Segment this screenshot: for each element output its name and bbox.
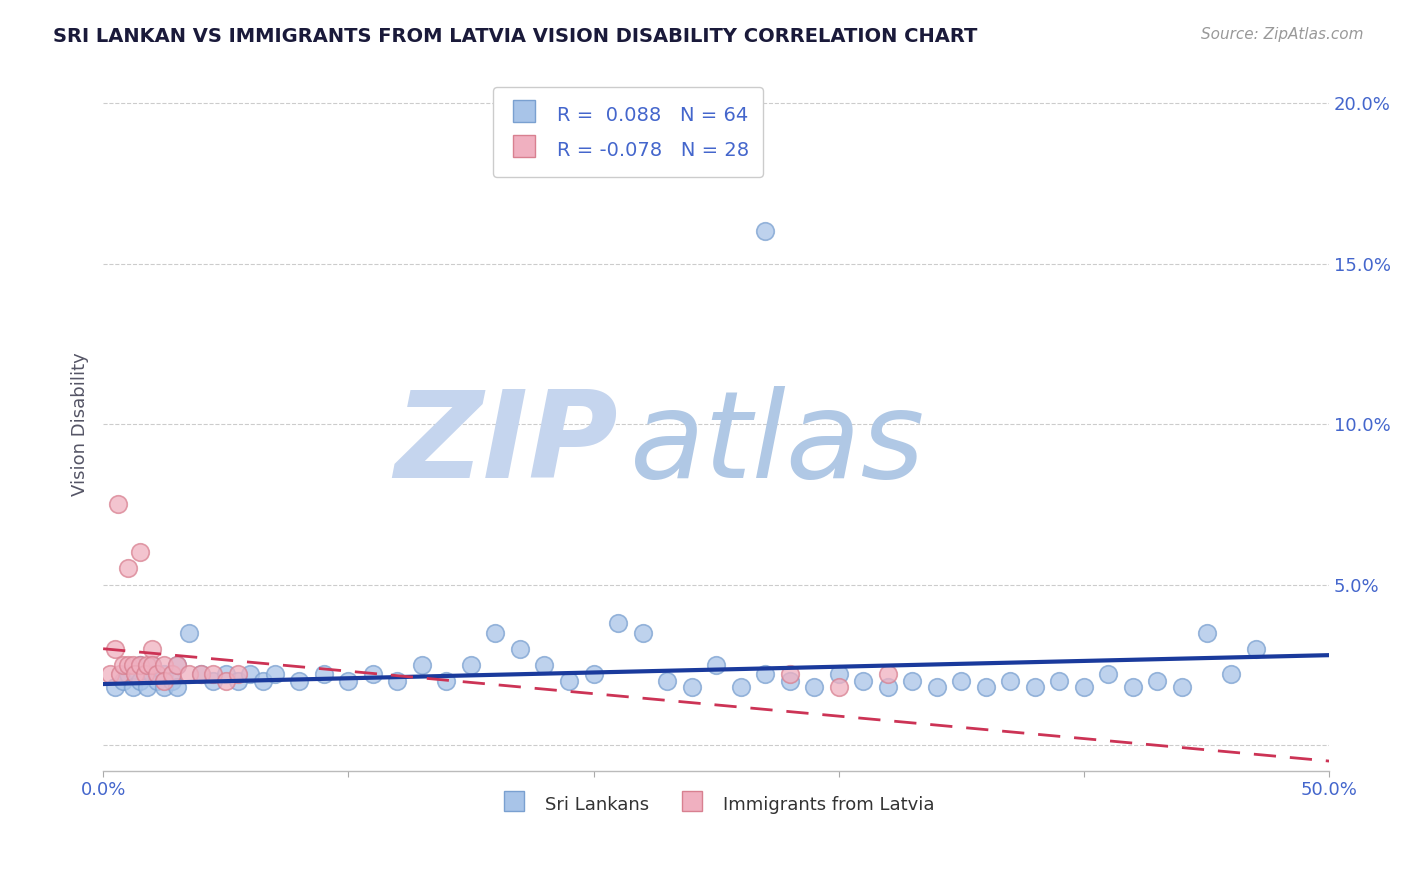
- Point: [950, 673, 973, 688]
- Text: ZIP: ZIP: [394, 386, 619, 503]
- Point: [129, 545, 152, 559]
- Text: atlas: atlas: [630, 386, 925, 503]
- Point: [202, 667, 225, 681]
- Point: [730, 680, 752, 694]
- Y-axis label: Vision Disability: Vision Disability: [72, 352, 89, 496]
- Point: [129, 673, 152, 688]
- Point: [681, 680, 703, 694]
- Point: [779, 673, 801, 688]
- Point: [110, 667, 132, 681]
- Point: [177, 667, 200, 681]
- Point: [146, 667, 169, 681]
- Point: [141, 641, 163, 656]
- Point: [104, 641, 127, 656]
- Point: [202, 673, 225, 688]
- Point: [107, 497, 129, 511]
- Point: [509, 641, 531, 656]
- Point: [582, 667, 605, 681]
- Point: [129, 657, 152, 672]
- Legend: Sri Lankans, Immigrants from Latvia: Sri Lankans, Immigrants from Latvia: [491, 784, 942, 824]
- Point: [134, 667, 156, 681]
- Point: [177, 625, 200, 640]
- Point: [190, 667, 212, 681]
- Point: [141, 657, 163, 672]
- Point: [361, 667, 384, 681]
- Point: [436, 673, 458, 688]
- Point: [160, 673, 183, 688]
- Point: [129, 657, 152, 672]
- Point: [607, 615, 630, 630]
- Point: [828, 680, 851, 694]
- Point: [215, 667, 238, 681]
- Point: [1146, 673, 1168, 688]
- Point: [387, 673, 409, 688]
- Point: [239, 667, 262, 681]
- Point: [146, 673, 169, 688]
- Point: [226, 673, 249, 688]
- Point: [533, 657, 555, 672]
- Point: [121, 680, 143, 694]
- Point: [1024, 680, 1046, 694]
- Point: [411, 657, 433, 672]
- Point: [460, 657, 482, 672]
- Point: [136, 657, 159, 672]
- Point: [704, 657, 727, 672]
- Point: [1195, 625, 1218, 640]
- Text: Source: ZipAtlas.com: Source: ZipAtlas.com: [1201, 27, 1364, 42]
- Point: [754, 667, 776, 681]
- Point: [104, 680, 127, 694]
- Point: [117, 667, 139, 681]
- Point: [117, 561, 139, 575]
- Point: [1047, 673, 1070, 688]
- Point: [876, 680, 898, 694]
- Point: [121, 657, 143, 672]
- Point: [754, 225, 776, 239]
- Point: [160, 667, 183, 681]
- Point: [631, 625, 654, 640]
- Point: [1073, 680, 1095, 694]
- Point: [117, 657, 139, 672]
- Point: [828, 667, 851, 681]
- Point: [166, 680, 188, 694]
- Text: SRI LANKAN VS IMMIGRANTS FROM LATVIA VISION DISABILITY CORRELATION CHART: SRI LANKAN VS IMMIGRANTS FROM LATVIA VIS…: [53, 27, 977, 45]
- Point: [852, 673, 875, 688]
- Point: [124, 667, 146, 681]
- Point: [1171, 680, 1194, 694]
- Point: [111, 657, 134, 672]
- Point: [1097, 667, 1119, 681]
- Point: [779, 667, 801, 681]
- Point: [263, 667, 285, 681]
- Point: [288, 673, 311, 688]
- Point: [484, 625, 506, 640]
- Point: [901, 673, 924, 688]
- Point: [226, 667, 249, 681]
- Point: [141, 657, 163, 672]
- Point: [1122, 680, 1144, 694]
- Point: [1244, 641, 1267, 656]
- Point: [111, 673, 134, 688]
- Point: [136, 680, 159, 694]
- Point: [166, 657, 188, 672]
- Point: [925, 680, 948, 694]
- Point: [100, 667, 122, 681]
- Point: [1000, 673, 1022, 688]
- Point: [190, 667, 212, 681]
- Point: [655, 673, 678, 688]
- Point: [252, 673, 274, 688]
- Point: [153, 657, 176, 672]
- Point: [1220, 667, 1243, 681]
- Point: [141, 667, 163, 681]
- Point: [876, 667, 898, 681]
- Point: [337, 673, 360, 688]
- Point: [166, 657, 188, 672]
- Point: [974, 680, 997, 694]
- Point: [153, 667, 176, 681]
- Point: [215, 673, 238, 688]
- Point: [153, 673, 176, 688]
- Point: [312, 667, 335, 681]
- Point: [558, 673, 581, 688]
- Point: [153, 680, 176, 694]
- Point: [803, 680, 825, 694]
